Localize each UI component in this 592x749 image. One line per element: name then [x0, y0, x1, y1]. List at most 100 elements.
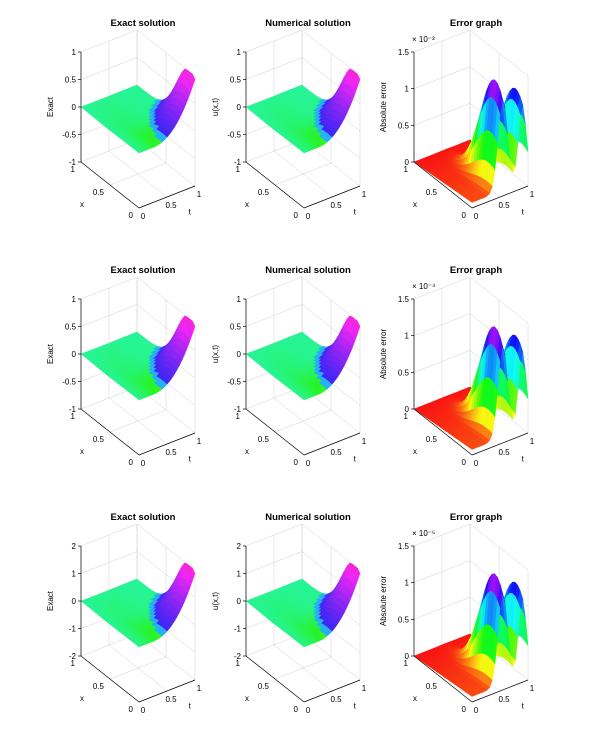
- surface: [245, 562, 361, 648]
- z-tick-label: 1: [72, 570, 77, 579]
- subplot-title: Exact solution: [111, 265, 176, 276]
- t-axis: [471, 185, 529, 209]
- surface: [80, 68, 196, 154]
- subplot-3-2: Numerical solution -2 -1 0 1 2 u(x,t) 0 0.5 1 x 0 0.…: [211, 512, 367, 715]
- z-tick-label: 1.5: [398, 542, 410, 551]
- t-axis: [471, 432, 529, 456]
- subplot-title: Error graph: [450, 265, 502, 276]
- x-tick-label: 0: [462, 705, 467, 714]
- z-scale-label: × 10⁻⁴: [412, 282, 436, 291]
- x-axis: [413, 655, 473, 703]
- z-tick-label: -1: [234, 158, 242, 167]
- t-axis: [303, 432, 361, 456]
- z-axis-label: u(x,t): [211, 592, 220, 611]
- t-axis-label: t: [354, 701, 357, 710]
- t-tick-label: 0: [141, 212, 146, 221]
- z-tick-label: 0: [237, 350, 242, 359]
- z-tick-label: 1: [237, 570, 242, 579]
- x-axis-label: x: [413, 447, 417, 456]
- x-tick-label: 1: [236, 165, 241, 174]
- x-tick-label: 1: [71, 659, 76, 668]
- z-tick-label: 1: [72, 295, 77, 304]
- x-tick-label: 0.5: [258, 188, 270, 197]
- t-tick-label: 0.5: [330, 448, 342, 457]
- z-tick-label: 0: [405, 405, 410, 414]
- subplot-2-2: Numerical solution -1 -0.5 0 0.5 1 u(x,t) 0 0.5 1…: [211, 265, 367, 468]
- x-axis-label: x: [413, 694, 417, 703]
- z-tick-label: 1: [237, 295, 242, 304]
- z-tick-label: 1.5: [398, 48, 410, 57]
- subplot-1-3: Error graph 0 0.5 1 1.5 Absolute error × 10⁻³ 0…: [379, 18, 535, 221]
- t-tick-label: 0: [474, 706, 479, 715]
- z-tick-label: -0.5: [62, 378, 76, 387]
- z-tick-label: 0: [237, 103, 242, 112]
- t-tick-label: 0.5: [165, 695, 177, 704]
- subplot-2-1: Exact solution -1 -0.5 0 0.5 1 Exact 0 0.5 1 x 0 0.5…: [46, 265, 202, 468]
- x-tick-label: 1: [404, 659, 409, 668]
- t-axis-label: t: [189, 454, 192, 463]
- z-axis-label: u(x,t): [211, 345, 220, 364]
- z-axis-label: Exact: [46, 590, 55, 611]
- t-axis: [138, 432, 196, 456]
- x-axis: [245, 408, 305, 456]
- z-tick-label: -1: [234, 405, 242, 414]
- subplot-1-1: Exact solution -1 -0.5 0 0.5 1 Exact 0 0.5 1 x 0 0.5…: [46, 18, 202, 221]
- surface: [80, 562, 196, 648]
- t-tick-label: 0: [474, 459, 479, 468]
- t-axis-label: t: [522, 701, 525, 710]
- subplot-title: Error graph: [450, 512, 502, 523]
- x-axis: [80, 161, 140, 209]
- x-axis: [80, 655, 140, 703]
- surface: [413, 573, 529, 697]
- t-tick-label: 1: [530, 437, 535, 446]
- x-tick-label: 0.5: [93, 188, 105, 197]
- z-scale-label: × 10⁻³: [412, 35, 435, 44]
- x-axis-label: x: [413, 200, 417, 209]
- z-tick-label: -0.5: [227, 378, 241, 387]
- t-tick-label: 1: [197, 190, 202, 199]
- t-axis-label: t: [522, 207, 525, 216]
- t-tick-label: 1: [197, 684, 202, 693]
- x-tick-label: 0.5: [258, 435, 270, 444]
- t-tick-label: 0: [474, 212, 479, 221]
- surface: [80, 315, 196, 401]
- z-tick-label: 0: [405, 652, 410, 661]
- subplot-title: Error graph: [450, 18, 502, 29]
- surface: [413, 326, 529, 450]
- z-tick-label: 2: [237, 542, 242, 551]
- t-axis: [138, 679, 196, 703]
- surface: [245, 315, 361, 401]
- z-tick-label: -2: [69, 652, 77, 661]
- z-tick-label: 1: [237, 48, 242, 57]
- subplot-title: Exact solution: [111, 512, 176, 523]
- x-axis: [245, 655, 305, 703]
- t-tick-label: 1: [530, 190, 535, 199]
- x-tick-label: 0: [462, 458, 467, 467]
- subplot-title: Numerical solution: [265, 512, 351, 523]
- z-tick-label: -0.5: [62, 131, 76, 140]
- t-tick-label: 0: [141, 459, 146, 468]
- x-tick-label: 0: [129, 458, 134, 467]
- subplot-title: Numerical solution: [265, 265, 351, 276]
- surface: [413, 79, 529, 203]
- z-tick-label: 1.5: [398, 295, 410, 304]
- t-axis-label: t: [354, 454, 357, 463]
- t-tick-label: 0.5: [330, 695, 342, 704]
- t-axis-label: t: [522, 454, 525, 463]
- z-tick-label: 0.5: [230, 76, 242, 85]
- z-tick-label: 0.5: [65, 323, 77, 332]
- t-tick-label: 0: [306, 459, 311, 468]
- subplot-2-3: Error graph 0 0.5 1 1.5 Absolute error × 10⁻⁴ 0…: [379, 265, 535, 468]
- x-axis-label: x: [80, 447, 84, 456]
- z-tick-label: 1: [405, 579, 410, 588]
- z-tick-label: 1: [405, 332, 410, 341]
- z-tick-label: 2: [72, 542, 77, 551]
- t-tick-label: 1: [362, 190, 367, 199]
- x-tick-label: 0: [129, 211, 134, 220]
- t-tick-label: 1: [362, 684, 367, 693]
- z-tick-label: -1: [69, 625, 77, 634]
- z-axis-label: Absolute error: [379, 329, 388, 380]
- x-tick-label: 0.5: [93, 682, 105, 691]
- z-tick-label: 1: [72, 48, 77, 57]
